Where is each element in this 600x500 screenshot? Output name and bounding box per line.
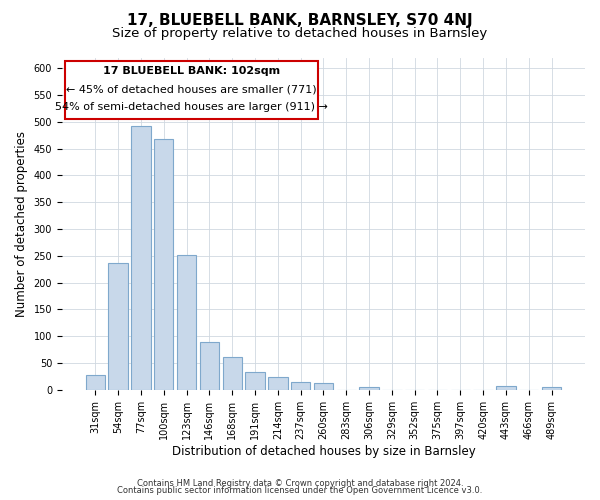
Text: Size of property relative to detached houses in Barnsley: Size of property relative to detached ho… [112, 28, 488, 40]
Bar [177, 256, 196, 390]
FancyBboxPatch shape [65, 61, 318, 119]
Text: 17, BLUEBELL BANK, BARNSLEY, S70 4NJ: 17, BLUEBELL BANK, BARNSLEY, S70 4NJ [127, 12, 473, 28]
Text: 54% of semi-detached houses are larger (911) →: 54% of semi-detached houses are larger (… [55, 102, 328, 113]
Text: 17 BLUEBELL BANK: 102sqm: 17 BLUEBELL BANK: 102sqm [103, 66, 280, 76]
Bar [291, 382, 310, 390]
Text: ← 45% of detached houses are smaller (771): ← 45% of detached houses are smaller (77… [66, 84, 317, 94]
Y-axis label: Number of detached properties: Number of detached properties [15, 130, 28, 316]
Bar [223, 356, 242, 390]
X-axis label: Distribution of detached houses by size in Barnsley: Distribution of detached houses by size … [172, 444, 475, 458]
Bar [268, 377, 287, 390]
Bar [542, 387, 561, 390]
Bar [359, 386, 379, 390]
Bar [314, 384, 333, 390]
Bar [86, 376, 105, 390]
Bar [154, 139, 173, 390]
Bar [200, 342, 219, 390]
Bar [109, 264, 128, 390]
Bar [245, 372, 265, 390]
Text: Contains public sector information licensed under the Open Government Licence v3: Contains public sector information licen… [118, 486, 482, 495]
Bar [131, 126, 151, 390]
Bar [496, 386, 515, 390]
Text: Contains HM Land Registry data © Crown copyright and database right 2024.: Contains HM Land Registry data © Crown c… [137, 478, 463, 488]
